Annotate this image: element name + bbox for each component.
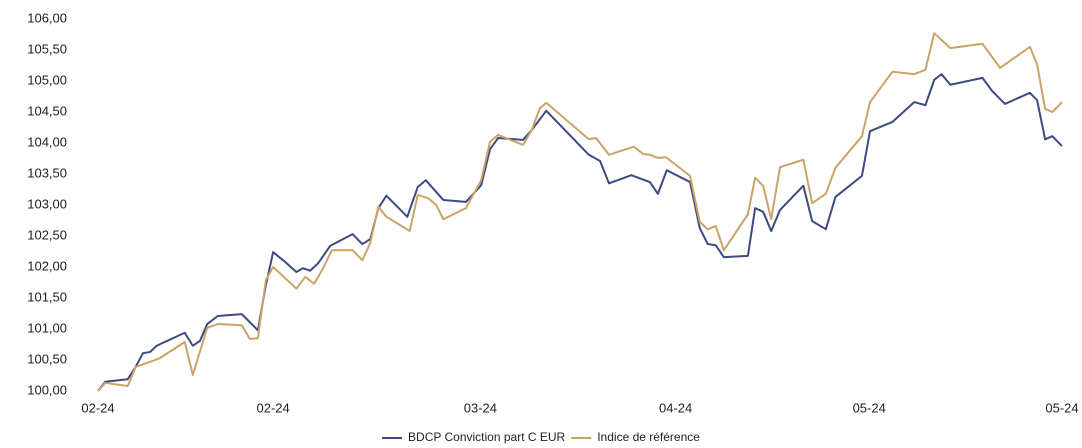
y-tick-label: 103,50	[27, 165, 67, 180]
y-tick-label: 101,50	[27, 289, 67, 304]
y-tick-label: 100,50	[27, 351, 67, 366]
legend-label: Indice de référence	[597, 430, 700, 444]
x-tick-label: 02-24	[81, 400, 114, 415]
x-tick-label: 02-24	[257, 400, 290, 415]
y-tick-label: 104,00	[27, 134, 67, 149]
x-tick-label: 03-24	[464, 400, 497, 415]
series-line	[97, 32, 1063, 392]
y-tick-label: 102,00	[27, 258, 67, 273]
x-tick-label: 04-24	[659, 400, 692, 415]
y-tick-label: 100,00	[27, 382, 67, 397]
y-tick-label: 105,00	[27, 72, 67, 87]
y-tick-label: 103,00	[27, 196, 67, 211]
y-tick-label: 104,50	[27, 103, 67, 118]
y-tick-label: 105,50	[27, 41, 67, 56]
x-tick-label: 05-24	[1045, 400, 1078, 415]
series-line	[97, 73, 1063, 392]
y-tick-label: 101,00	[27, 320, 67, 335]
legend-label: BDCP Conviction part C EUR	[408, 430, 566, 444]
y-tick-label: 102,50	[27, 227, 67, 242]
y-tick-label: 106,00	[27, 10, 67, 25]
x-tick-label: 05-24	[853, 400, 886, 415]
